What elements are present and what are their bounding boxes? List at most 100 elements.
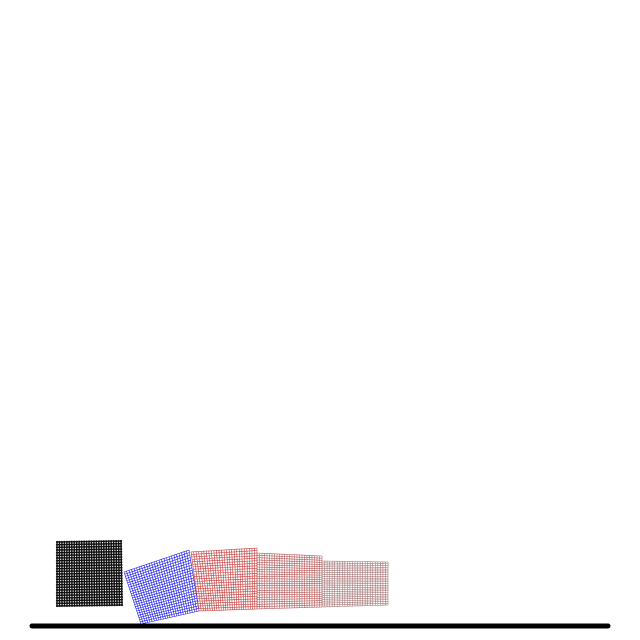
particle [112,564,116,567]
particle [107,561,111,564]
particle [60,570,64,573]
particle [70,591,74,594]
particle [93,572,96,575]
particle [115,547,118,551]
particle [108,598,111,601]
particle [113,601,116,604]
particle [105,545,108,548]
particle [85,559,88,562]
particle [108,593,111,596]
particle [73,591,76,594]
particle [80,604,84,607]
particle [58,554,61,557]
particle [63,548,66,551]
particle [112,561,116,564]
particle [70,596,74,599]
segment-mauve [321,560,389,608]
particle [110,590,113,593]
particle [68,546,71,549]
particle [68,564,71,567]
particle [85,564,88,567]
particle [100,593,103,596]
particle [55,594,59,597]
particle [83,551,86,554]
particle [90,559,93,562]
particle [83,569,86,573]
particle [75,569,78,573]
particle [115,601,119,604]
particle [55,596,59,600]
particle [115,577,118,580]
particle [68,548,71,551]
particle [88,564,91,567]
particle [115,550,118,553]
particle [75,540,78,543]
particle [78,540,81,543]
particle [83,599,86,602]
particle [92,545,96,548]
particle [105,580,108,583]
particle [83,577,86,581]
particle [78,548,81,551]
particle [78,567,81,570]
particle [63,578,66,581]
particle [103,585,106,588]
particle [120,566,123,569]
particle [112,542,115,545]
particle [95,598,99,602]
particle [105,601,109,604]
particle [88,567,91,570]
particle [85,580,88,583]
particle [63,583,66,586]
particle [90,567,93,570]
particle [85,599,89,602]
particle [73,588,76,591]
particle [73,548,76,551]
particle [120,598,124,601]
particle [75,596,79,599]
particle [110,582,113,585]
particle [97,542,100,546]
particle [110,596,113,599]
particle [90,577,93,580]
particle [88,577,91,580]
segment-red [190,547,258,612]
particle [78,543,81,546]
particle [80,567,83,570]
particle [75,599,79,602]
particle [80,569,83,573]
particle [83,591,86,594]
particle [63,559,66,562]
particle [68,586,71,589]
particle [83,575,86,578]
particle [117,547,120,551]
particle [63,572,66,575]
particle [102,564,106,567]
particle [90,599,94,602]
particle [108,596,111,599]
particle [103,577,106,580]
particle [73,564,76,567]
particle [110,601,114,604]
particle [113,590,116,593]
particle [92,553,96,556]
particle [80,548,83,551]
particle [70,578,73,581]
particle [70,575,73,578]
particle [108,601,111,604]
particle [73,553,76,557]
particle [55,564,59,568]
particle [105,598,109,602]
particle [95,572,98,575]
particle [100,588,103,591]
particle [85,572,88,575]
segment-blue [123,549,200,625]
particle [108,574,111,577]
particle [58,583,61,586]
particle [103,588,106,591]
particle [117,574,121,577]
particle [55,570,59,573]
particle [90,601,94,604]
particle [110,556,113,559]
particle [83,548,86,551]
